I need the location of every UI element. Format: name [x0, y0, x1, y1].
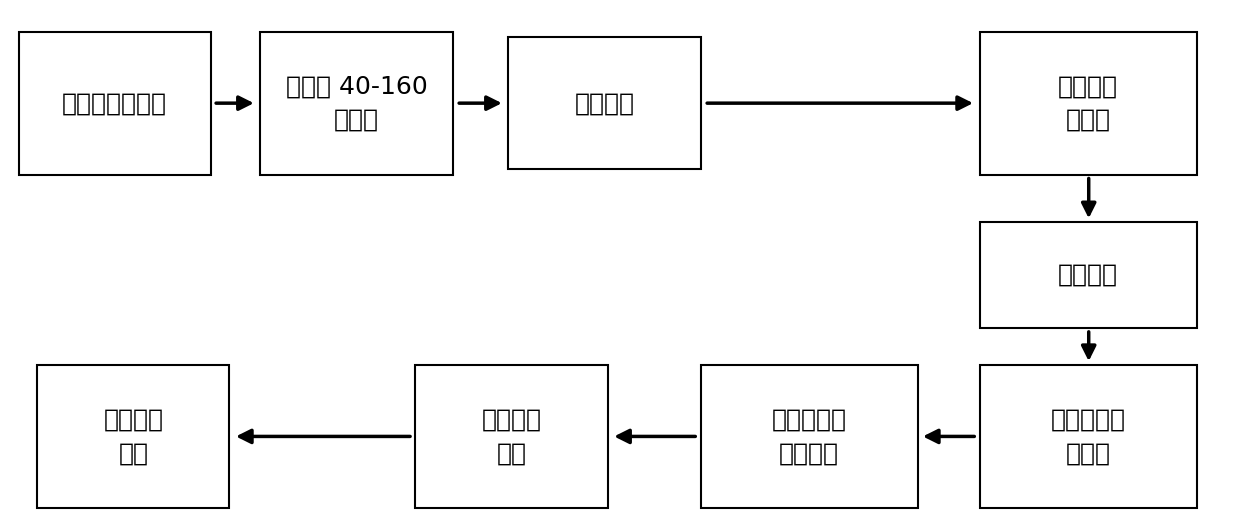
Bar [37, 365, 229, 508]
Bar [980, 365, 1197, 508]
Text: 桑叶提取后残渣: 桑叶提取后残渣 [62, 91, 167, 115]
Text: 超声酸洗: 超声酸洗 [1058, 263, 1118, 287]
Bar [701, 365, 918, 508]
Bar [260, 32, 453, 175]
Bar [19, 32, 211, 175]
Bar [415, 365, 608, 508]
Text: 漂白并水洗
至中性: 漂白并水洗 至中性 [1050, 408, 1126, 465]
Text: 乙醇水溶液
浸泡脱脂: 乙醇水溶液 浸泡脱脂 [771, 408, 847, 465]
Bar [980, 222, 1197, 328]
Text: 粉碎过 40-160
目筛网: 粉碎过 40-160 目筛网 [285, 75, 428, 132]
Text: 水洗至中
性脱水: 水洗至中 性脱水 [1058, 75, 1118, 132]
Bar [980, 32, 1197, 175]
Bar [508, 37, 701, 169]
Text: 快速真空
干燥: 快速真空 干燥 [481, 408, 542, 465]
Text: 超声碱洗: 超声碱洗 [574, 91, 635, 115]
Text: 膳食纤维
产品: 膳食纤维 产品 [103, 408, 164, 465]
